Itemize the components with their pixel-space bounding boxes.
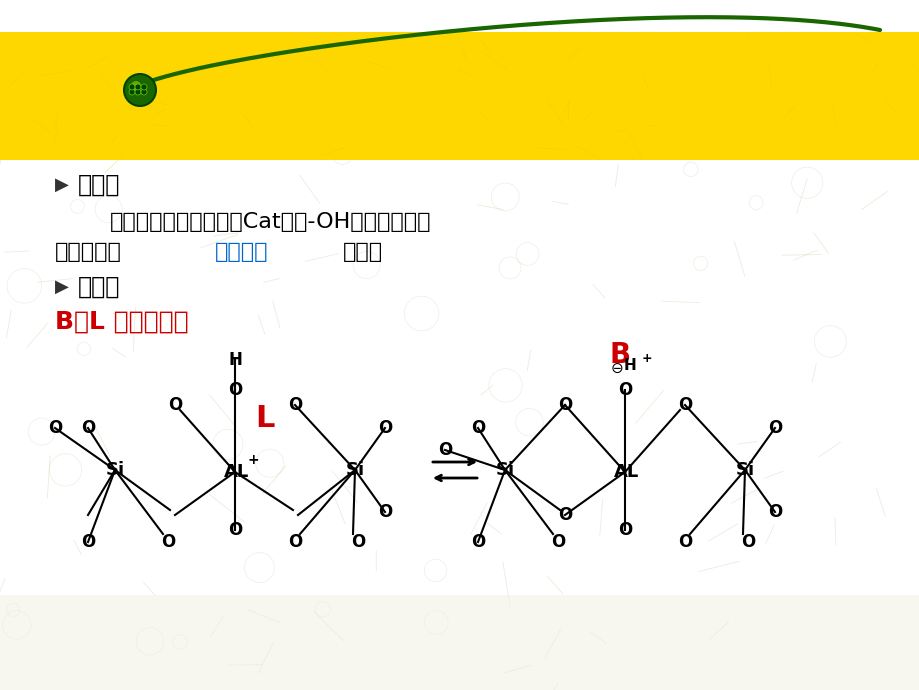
Text: O: O [618, 521, 631, 539]
Text: O: O [48, 419, 62, 437]
Text: AL: AL [614, 463, 639, 481]
Text: O: O [740, 533, 754, 551]
Text: 酸活性最高峰，不是与Cat表面-OH最高含量相适: 酸活性最高峰，不是与Cat表面-OH最高含量相适 [110, 212, 431, 232]
Circle shape [135, 89, 141, 95]
Text: Si: Si [734, 461, 754, 479]
Circle shape [124, 74, 156, 106]
Text: 局部脱水: 局部脱水 [215, 242, 268, 262]
Text: O: O [228, 521, 242, 539]
Text: ⊖: ⊖ [610, 360, 623, 375]
FancyBboxPatch shape [0, 0, 919, 32]
Circle shape [129, 89, 135, 95]
Text: L: L [255, 404, 275, 433]
Text: +: + [641, 351, 652, 364]
Text: O: O [378, 419, 391, 437]
Text: O: O [557, 396, 572, 414]
Text: O: O [550, 533, 564, 551]
Text: ▶: ▶ [55, 176, 69, 194]
Text: Si: Si [495, 461, 514, 479]
Text: O: O [677, 533, 691, 551]
FancyBboxPatch shape [0, 0, 919, 160]
Text: H: H [228, 351, 242, 369]
Text: O: O [288, 533, 301, 551]
Text: O: O [81, 419, 95, 437]
Text: B: B [608, 341, 630, 369]
Text: O: O [471, 419, 484, 437]
Text: O: O [288, 396, 301, 414]
Text: O: O [557, 506, 572, 524]
Text: O: O [767, 419, 781, 437]
Text: 应，是经过: 应，是经过 [55, 242, 121, 262]
Text: H: H [623, 357, 636, 373]
Text: O: O [161, 533, 175, 551]
Text: 达到。: 达到。 [343, 242, 382, 262]
Text: 活性：: 活性： [78, 173, 120, 197]
Circle shape [135, 84, 141, 90]
Text: AL: AL [224, 463, 249, 481]
Circle shape [130, 81, 141, 91]
Text: Si: Si [345, 461, 364, 479]
Circle shape [141, 84, 147, 90]
FancyBboxPatch shape [0, 595, 919, 690]
Text: O: O [618, 381, 631, 399]
Text: O: O [677, 396, 691, 414]
Text: O: O [228, 381, 242, 399]
Text: 特点：: 特点： [78, 275, 120, 299]
Text: O: O [167, 396, 182, 414]
Text: ▶: ▶ [55, 278, 69, 296]
Circle shape [129, 84, 135, 90]
Text: O: O [350, 533, 365, 551]
Text: Si: Si [106, 461, 124, 479]
Text: O: O [471, 533, 484, 551]
Text: +: + [247, 453, 258, 467]
Text: O: O [437, 441, 451, 459]
Text: O: O [767, 503, 781, 521]
Circle shape [141, 89, 147, 95]
Text: O: O [378, 503, 391, 521]
Text: O: O [81, 533, 95, 551]
Text: B、L 可相互转换: B、L 可相互转换 [55, 310, 188, 334]
